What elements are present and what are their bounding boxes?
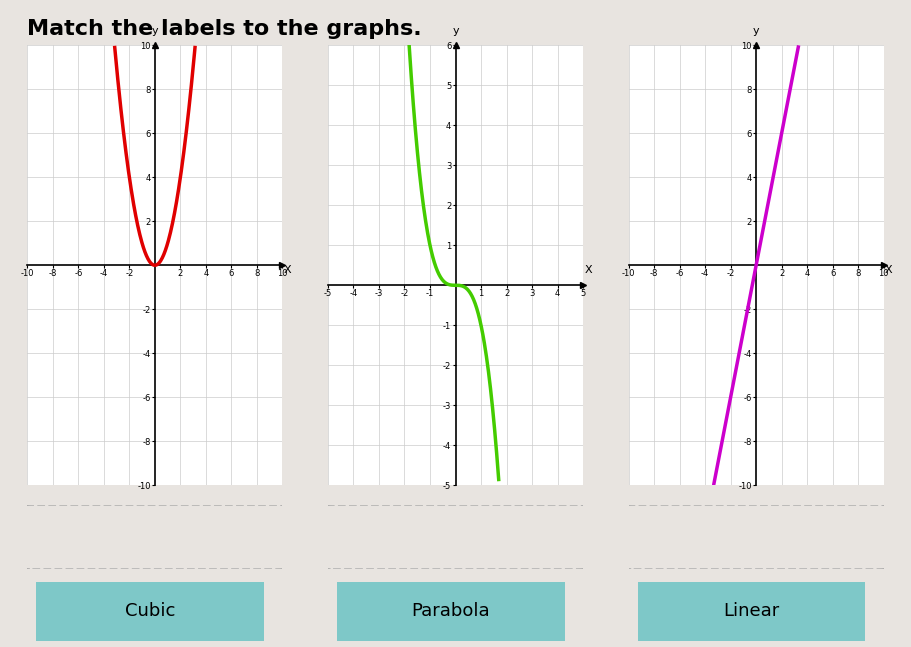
FancyBboxPatch shape [319, 578, 583, 645]
Text: Parabola: Parabola [412, 602, 490, 620]
Y-axis label: y: y [151, 27, 159, 36]
FancyBboxPatch shape [18, 578, 282, 645]
FancyBboxPatch shape [321, 505, 590, 569]
Y-axis label: y: y [752, 27, 760, 36]
FancyBboxPatch shape [621, 505, 891, 569]
Y-axis label: y: y [452, 27, 459, 36]
FancyBboxPatch shape [619, 578, 884, 645]
FancyBboxPatch shape [20, 505, 290, 569]
X-axis label: X: X [283, 265, 292, 275]
Text: Linear: Linear [723, 602, 780, 620]
Text: Cubic: Cubic [125, 602, 176, 620]
Text: Match the labels to the graphs.: Match the labels to the graphs. [27, 19, 422, 39]
X-axis label: X: X [584, 265, 592, 275]
X-axis label: X: X [885, 265, 893, 275]
